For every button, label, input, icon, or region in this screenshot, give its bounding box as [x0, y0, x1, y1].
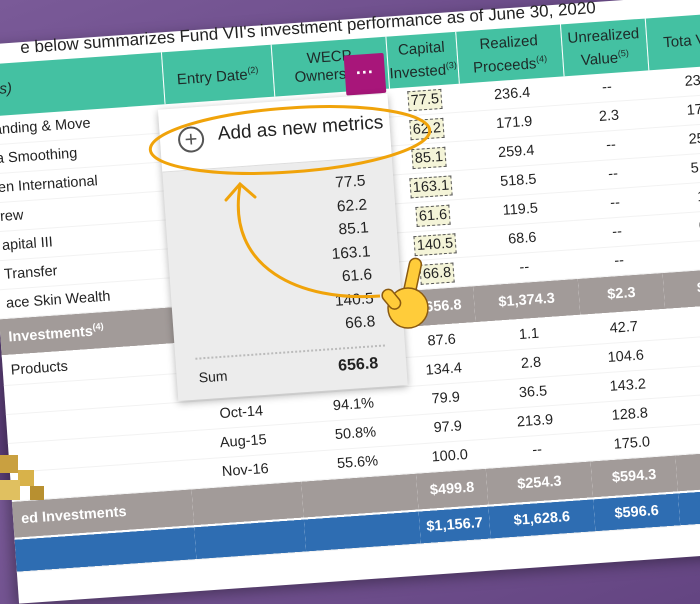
cell-text: $1,156.7: [425, 515, 484, 536]
cell-text: $596.6: [614, 502, 660, 522]
table-cell: [303, 510, 421, 552]
table-cell: [194, 518, 307, 560]
pointer-hand: [381, 257, 429, 329]
screen: e below summarizes Fund VII's investment…: [0, 0, 700, 573]
arrow: [236, 185, 381, 299]
annotation-layer: [0, 105, 432, 500]
table-cell: $1,628.6: [488, 498, 596, 540]
table-cell: $1,156.7: [418, 505, 491, 544]
highlight-ellipse: [148, 105, 432, 175]
cell-text: ed Investments: [20, 503, 128, 528]
arrow-head: [224, 181, 257, 202]
cell-text: $1,628.6: [513, 509, 571, 529]
background-pixels: [0, 455, 44, 500]
